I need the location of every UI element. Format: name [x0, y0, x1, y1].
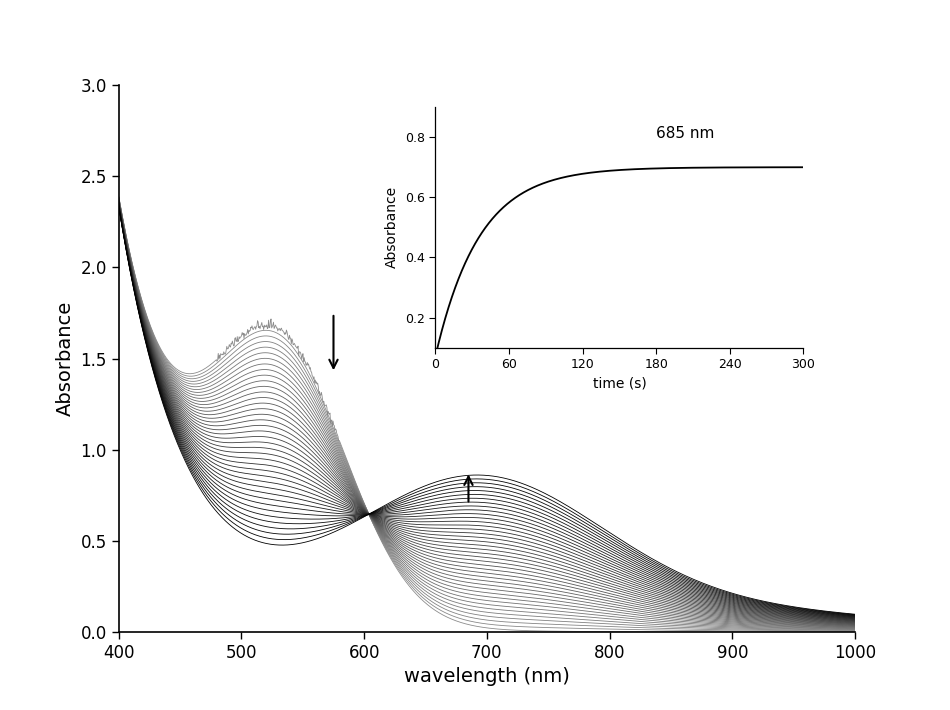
Text: 685 nm: 685 nm — [656, 126, 714, 141]
Y-axis label: Absorbance: Absorbance — [386, 186, 399, 268]
X-axis label: time (s): time (s) — [593, 376, 646, 390]
X-axis label: wavelength (nm): wavelength (nm) — [404, 667, 570, 687]
Y-axis label: Absorbance: Absorbance — [56, 301, 75, 416]
